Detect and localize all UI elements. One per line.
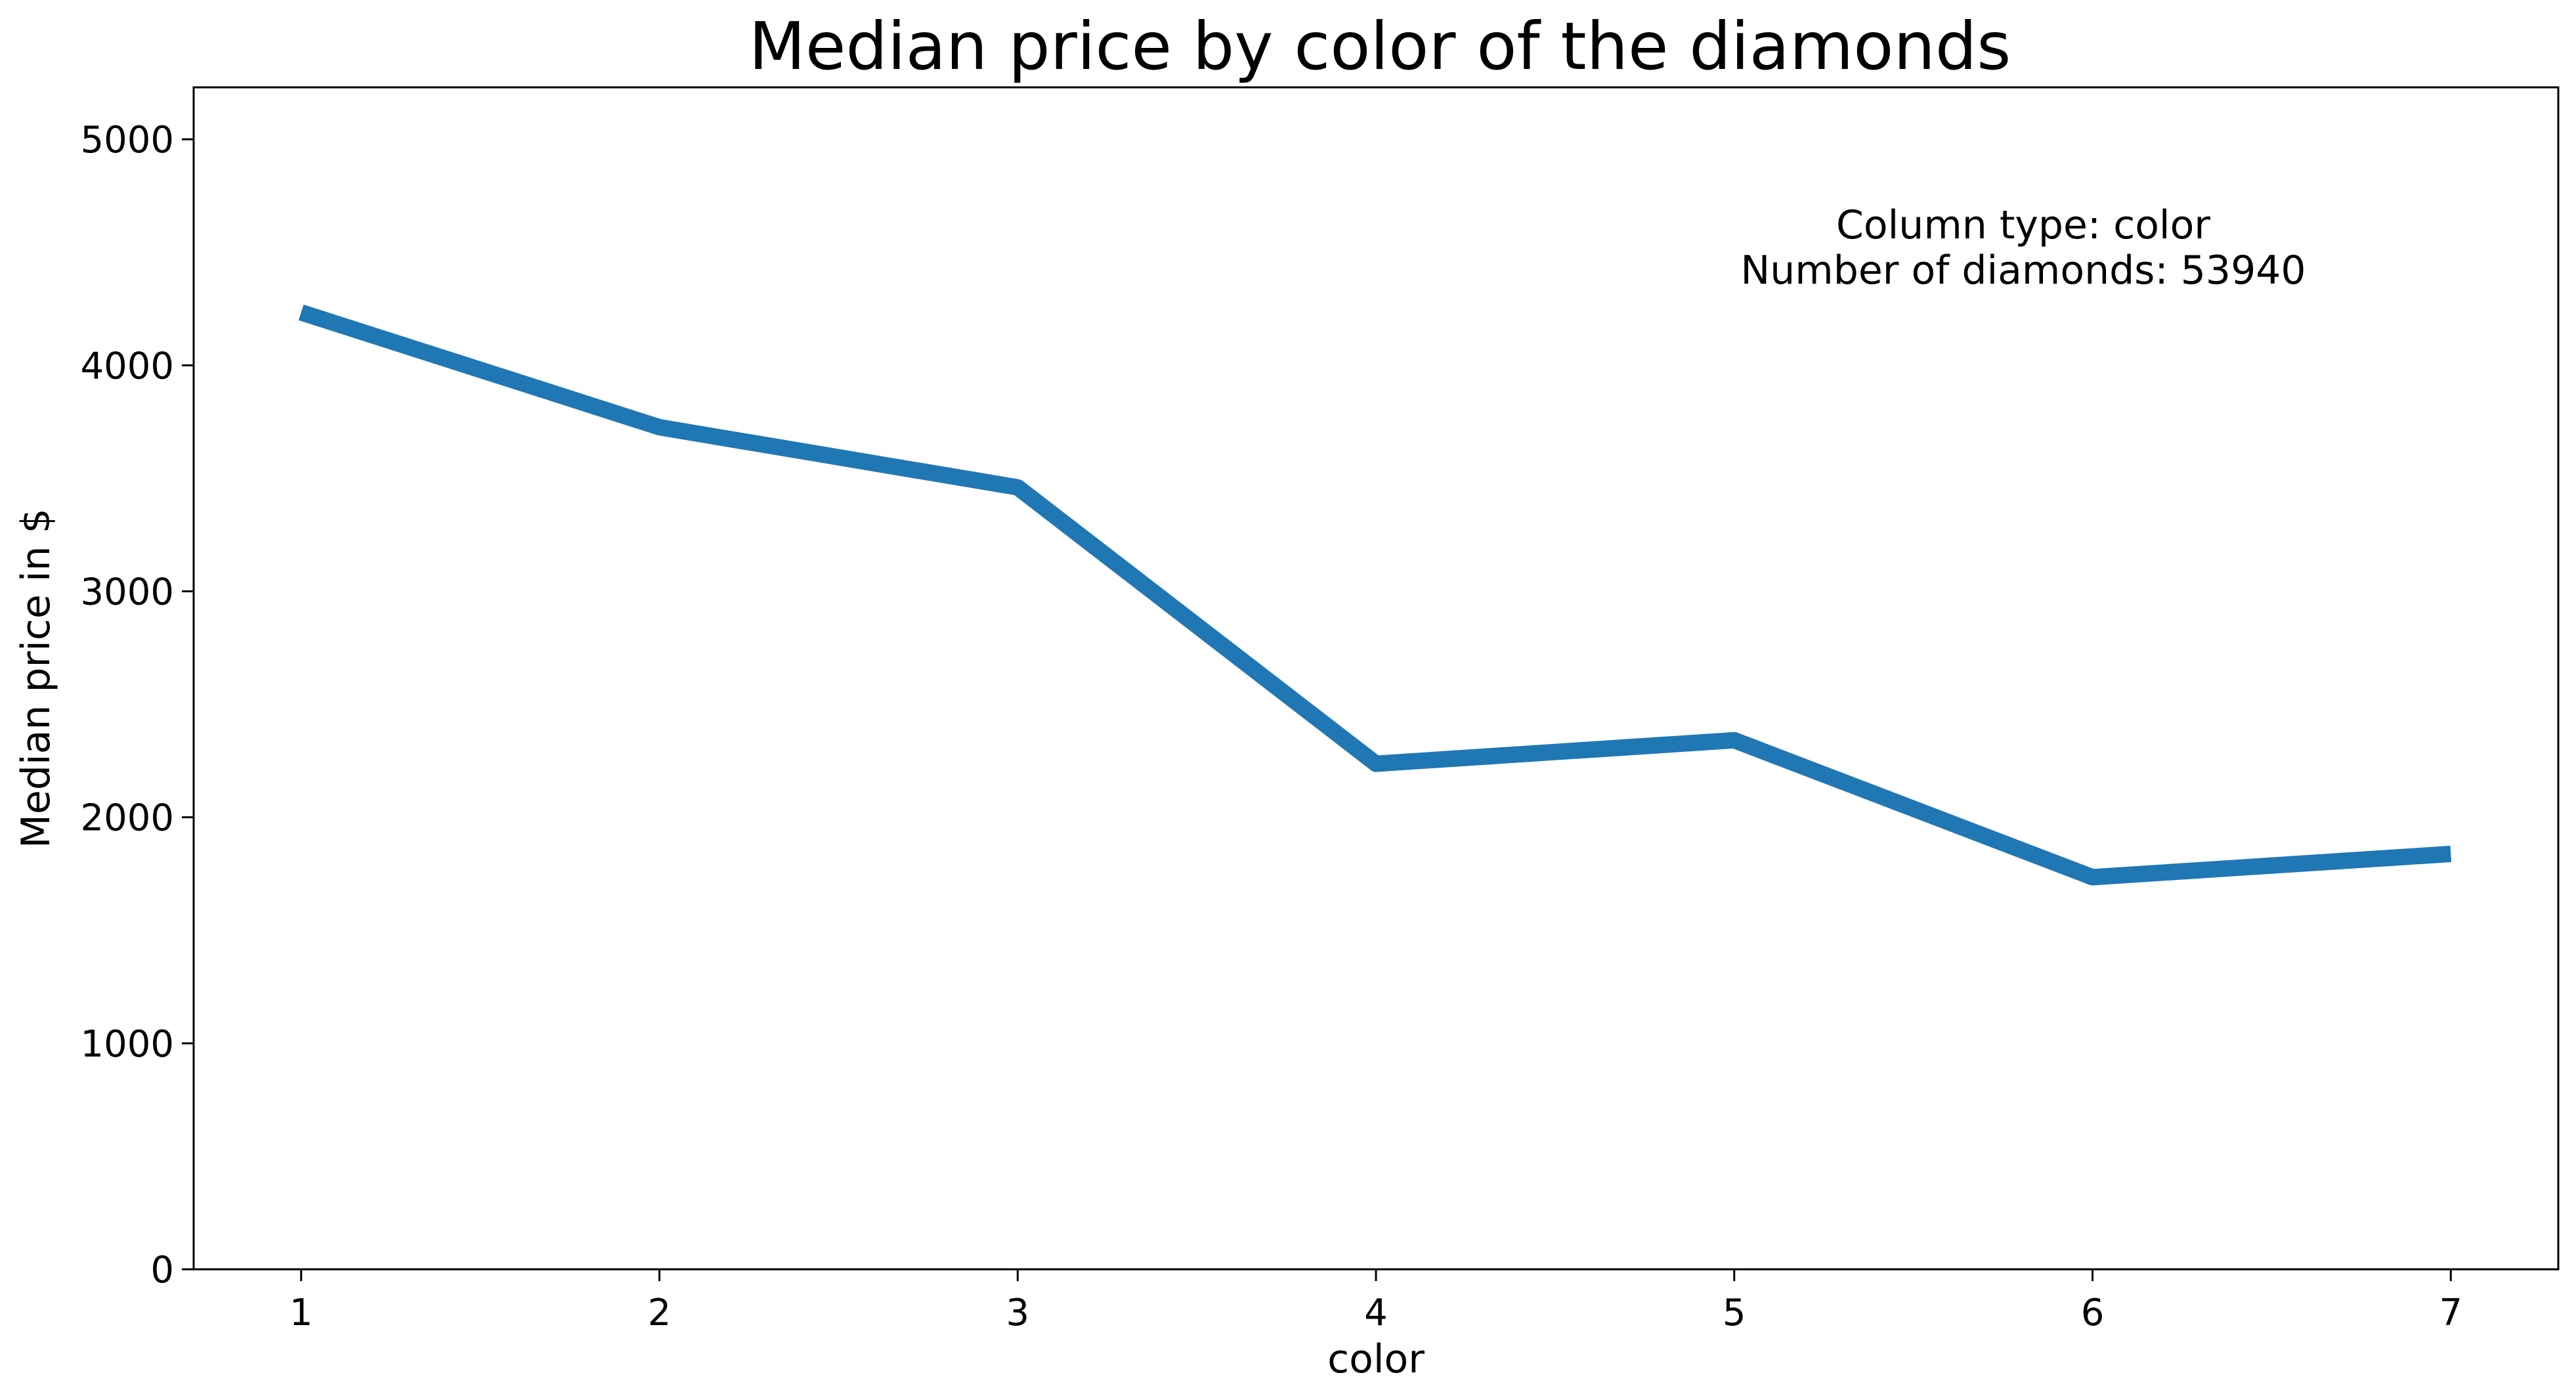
x-tick-label-3: 4: [1364, 1292, 1388, 1334]
y-tick-label-4: 4000: [80, 345, 174, 387]
data-point-4: [1368, 756, 1384, 772]
x-tick-label-0: 1: [290, 1292, 313, 1334]
data-point-5: [1727, 732, 1742, 748]
axis-ticks: 1 2 3 4 5 6 7 0 1000 2000 3000 4000 5000: [80, 119, 2462, 1334]
data-point-3: [1010, 479, 1025, 495]
annotation-line-1: Column type: color: [1836, 202, 2210, 248]
plot-frame: [192, 86, 2560, 1271]
x-tick-label-4: 5: [1723, 1292, 1746, 1334]
x-tick-label-5: 6: [2081, 1292, 2105, 1334]
x-tick-label-6: 7: [2439, 1292, 2462, 1334]
x-axis-label: color: [1327, 1336, 1425, 1382]
annotation-box: Column type: color Number of diamonds: 5…: [1740, 202, 2306, 294]
data-point-7: [2443, 846, 2458, 862]
data-point-6: [2085, 869, 2101, 885]
y-tick-label-2: 2000: [80, 797, 174, 840]
data-point-1: [293, 305, 309, 320]
y-tick-label-5: 5000: [80, 119, 174, 162]
y-tick-label-3: 3000: [80, 571, 174, 613]
series-line: [298, 304, 2452, 886]
x-tick-label-1: 2: [648, 1292, 672, 1334]
chart-title: Median price by color of the diamonds: [749, 8, 2011, 85]
y-tick-label-0: 0: [150, 1249, 174, 1292]
data-point-2: [651, 420, 667, 435]
y-axis-label: Median price in $: [13, 508, 59, 848]
y-tick-label-1: 1000: [80, 1023, 174, 1066]
x-tick-label-2: 3: [1006, 1292, 1029, 1334]
annotation-line-2: Number of diamonds: 53940: [1740, 248, 2306, 294]
